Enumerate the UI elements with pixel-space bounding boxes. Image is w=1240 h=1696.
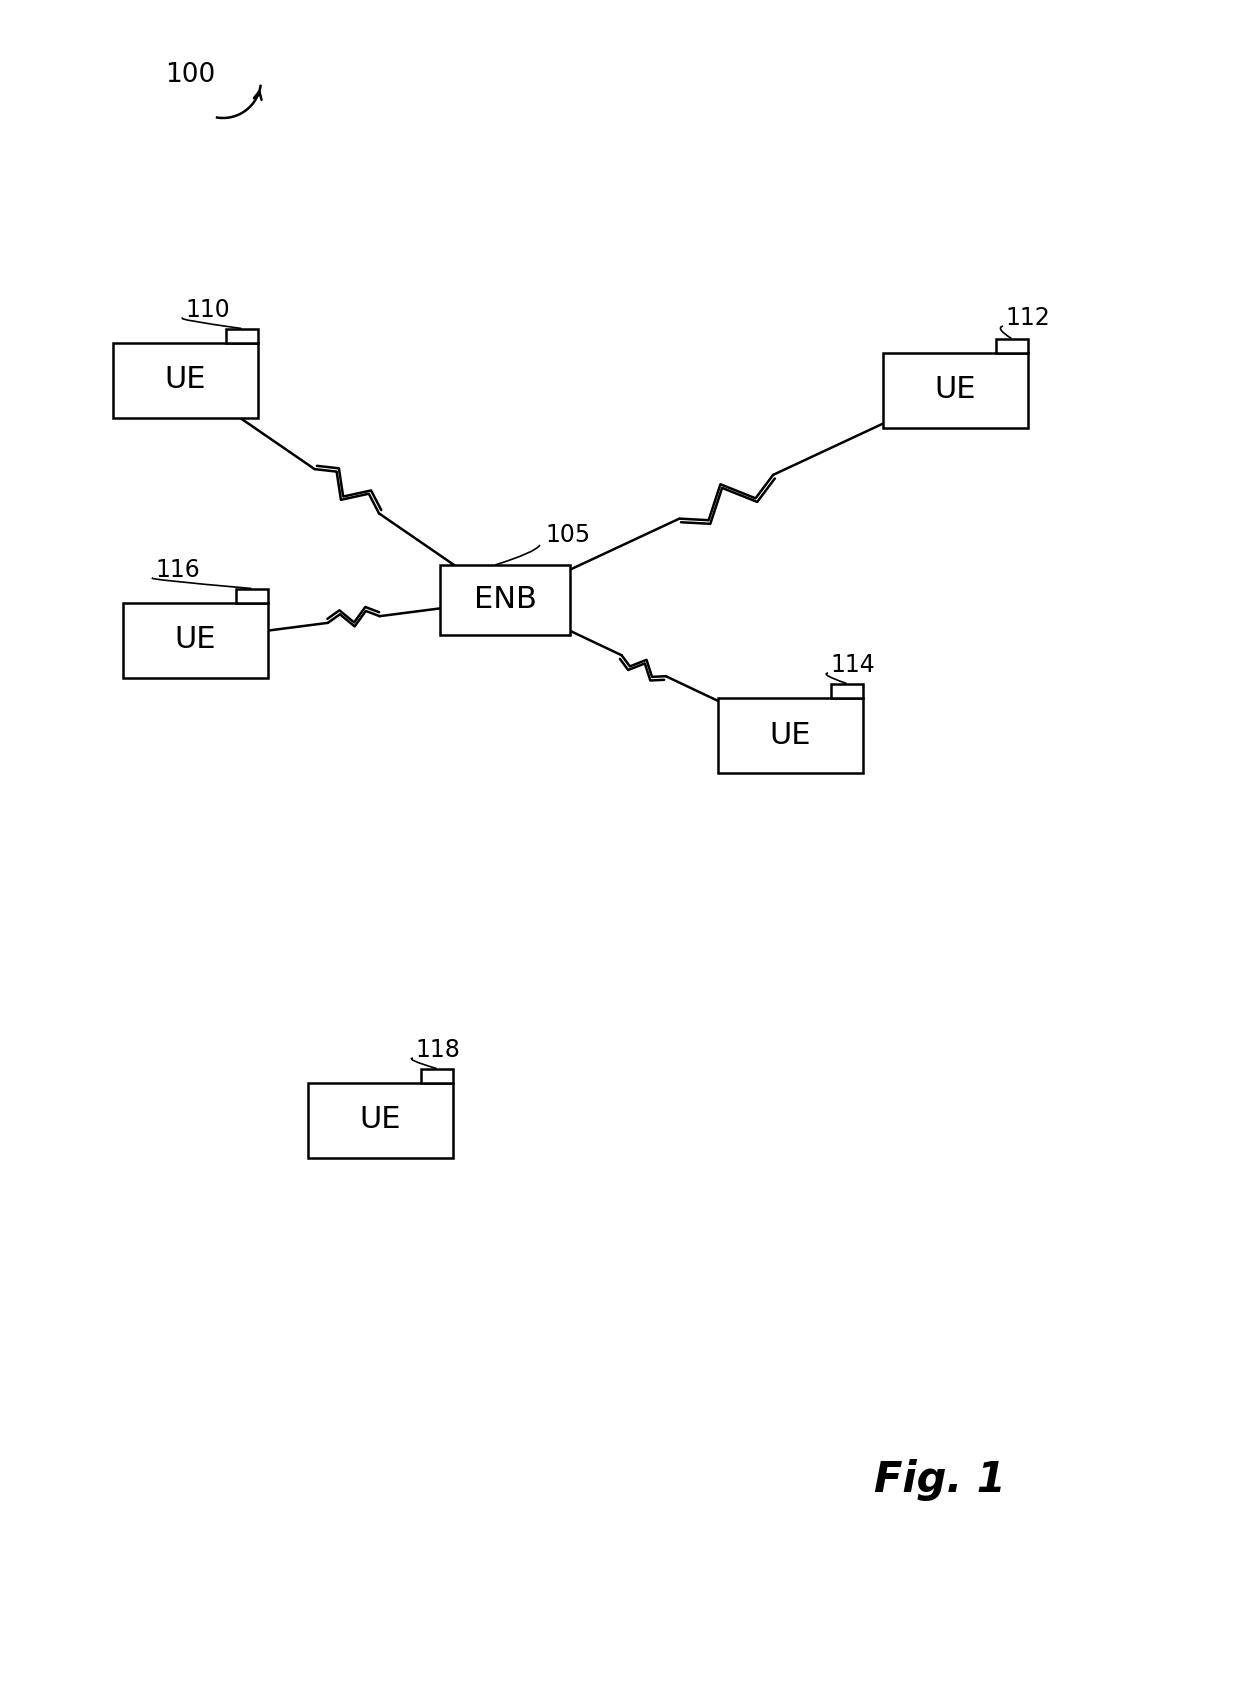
Text: 118: 118 <box>415 1038 460 1062</box>
Bar <box>883 353 1028 427</box>
Text: ENB: ENB <box>474 585 537 614</box>
Text: UE: UE <box>934 375 976 405</box>
Text: 116: 116 <box>155 558 200 582</box>
Bar <box>123 602 268 677</box>
Bar <box>996 339 1028 353</box>
Text: UE: UE <box>769 721 811 750</box>
Text: 105: 105 <box>546 522 590 548</box>
Bar <box>440 565 570 634</box>
Bar <box>236 589 268 602</box>
Bar <box>420 1068 453 1082</box>
Bar <box>226 329 258 343</box>
Bar <box>718 697 863 772</box>
Text: 114: 114 <box>830 653 874 677</box>
Text: 112: 112 <box>1004 305 1050 331</box>
Bar <box>113 343 258 417</box>
Text: UE: UE <box>175 626 216 655</box>
Text: UE: UE <box>164 366 206 395</box>
Bar <box>308 1082 453 1157</box>
Text: UE: UE <box>360 1106 401 1135</box>
Text: 110: 110 <box>185 298 229 322</box>
Bar <box>831 683 863 697</box>
Text: Fig. 1: Fig. 1 <box>874 1459 1006 1501</box>
Text: 100: 100 <box>165 63 216 88</box>
